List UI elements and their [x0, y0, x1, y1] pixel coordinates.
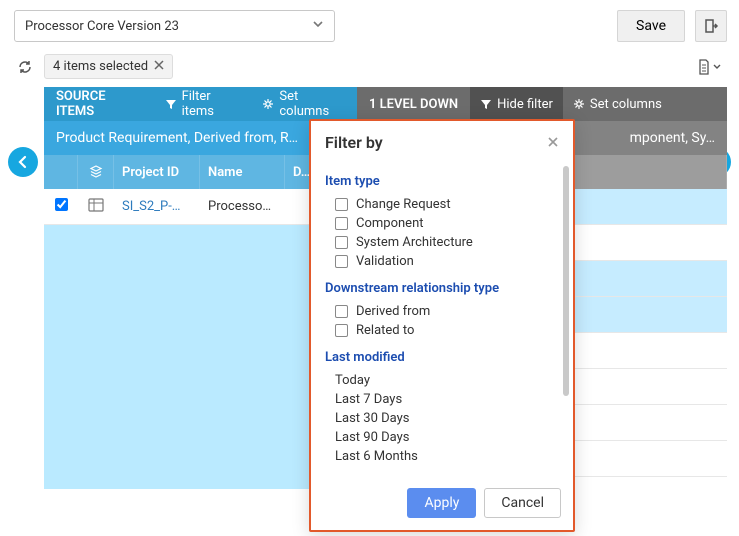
- filter-option[interactable]: Component: [325, 214, 559, 233]
- section-item-type: Item type: [325, 174, 559, 189]
- selection-chip-label: 4 items selected: [53, 59, 148, 74]
- arrow-left-icon: [16, 155, 30, 169]
- filter-option-label: System Architecture: [356, 235, 473, 250]
- date-filter-option[interactable]: Last 7 Days: [325, 390, 559, 409]
- section-rel-type: Downstream relationship type: [325, 281, 559, 296]
- save-button[interactable]: Save: [617, 10, 685, 42]
- refresh-icon: [18, 60, 32, 74]
- row-type-icon: [78, 198, 114, 216]
- filter-option[interactable]: Validation: [325, 252, 559, 271]
- version-selector-value: Processor Core Version 23: [25, 19, 179, 34]
- date-filter-option[interactable]: Last 90 Days: [325, 428, 559, 447]
- cancel-button[interactable]: Cancel: [484, 488, 561, 518]
- filter-option-label: Change Request: [356, 197, 451, 212]
- stack-icon: [89, 165, 103, 179]
- section-last-modified: Last modified: [325, 350, 559, 365]
- date-filter-option[interactable]: Today: [325, 371, 559, 390]
- gear-icon: [573, 98, 585, 110]
- chevron-down-icon: [312, 18, 324, 34]
- prev-arrow[interactable]: [8, 147, 38, 177]
- clear-selection-button[interactable]: [154, 59, 164, 74]
- filter-option-label: Component: [356, 216, 424, 231]
- downstream-panel-title: 1 LEVEL DOWN: [357, 97, 470, 112]
- row-name: Processo…: [200, 199, 285, 214]
- row-checkbox[interactable]: [55, 198, 68, 211]
- document-menu[interactable]: [691, 55, 727, 79]
- document-icon: [697, 59, 711, 75]
- checkbox-icon: [335, 305, 348, 318]
- caret-down-icon: [713, 63, 721, 71]
- date-filter-option[interactable]: Last 30 Days: [325, 409, 559, 428]
- hide-filter-button[interactable]: Hide filter: [470, 87, 563, 121]
- filter-option[interactable]: Related to: [325, 321, 559, 340]
- scrollbar[interactable]: [563, 166, 569, 396]
- filter-option-label: Derived from: [356, 304, 430, 319]
- filter-option[interactable]: System Architecture: [325, 233, 559, 252]
- filter-option-label: Related to: [356, 323, 414, 338]
- col-name[interactable]: Name: [200, 155, 285, 189]
- export-button[interactable]: [695, 10, 727, 42]
- filter-modal-title: Filter by: [325, 133, 383, 152]
- row-project-id[interactable]: SI_S2_P-…: [114, 199, 200, 214]
- source-filter-button[interactable]: Filter items: [155, 87, 253, 121]
- item-icon: [88, 198, 104, 212]
- gear-icon: [262, 98, 274, 110]
- checkbox-icon: [335, 198, 348, 211]
- checkbox-icon: [335, 217, 348, 230]
- filter-modal-close[interactable]: [547, 133, 559, 152]
- checkbox-icon: [335, 236, 348, 249]
- checkbox-icon: [335, 255, 348, 268]
- source-panel-title: SOURCE ITEMS: [44, 89, 155, 119]
- checkbox-icon: [335, 324, 348, 337]
- filter-option[interactable]: Change Request: [325, 195, 559, 214]
- filter-option[interactable]: Derived from: [325, 302, 559, 321]
- source-columns-button[interactable]: Set columns: [252, 87, 357, 121]
- filter-modal: Filter by Item type Change Request Compon…: [309, 119, 575, 532]
- version-selector[interactable]: Processor Core Version 23: [14, 10, 335, 42]
- date-filter-option[interactable]: Last 6 Months: [325, 447, 559, 466]
- downstream-columns-button[interactable]: Set columns: [563, 87, 672, 121]
- col-project-id[interactable]: Project ID: [114, 155, 200, 189]
- filter-icon: [165, 98, 177, 110]
- filter-icon: [480, 98, 492, 110]
- refresh-button[interactable]: [14, 56, 36, 78]
- close-icon: [154, 60, 164, 70]
- export-icon: [703, 18, 719, 34]
- close-icon: [547, 136, 559, 148]
- filter-option-label: Validation: [356, 254, 414, 269]
- selection-chip: 4 items selected: [44, 54, 173, 79]
- apply-button[interactable]: Apply: [407, 488, 476, 518]
